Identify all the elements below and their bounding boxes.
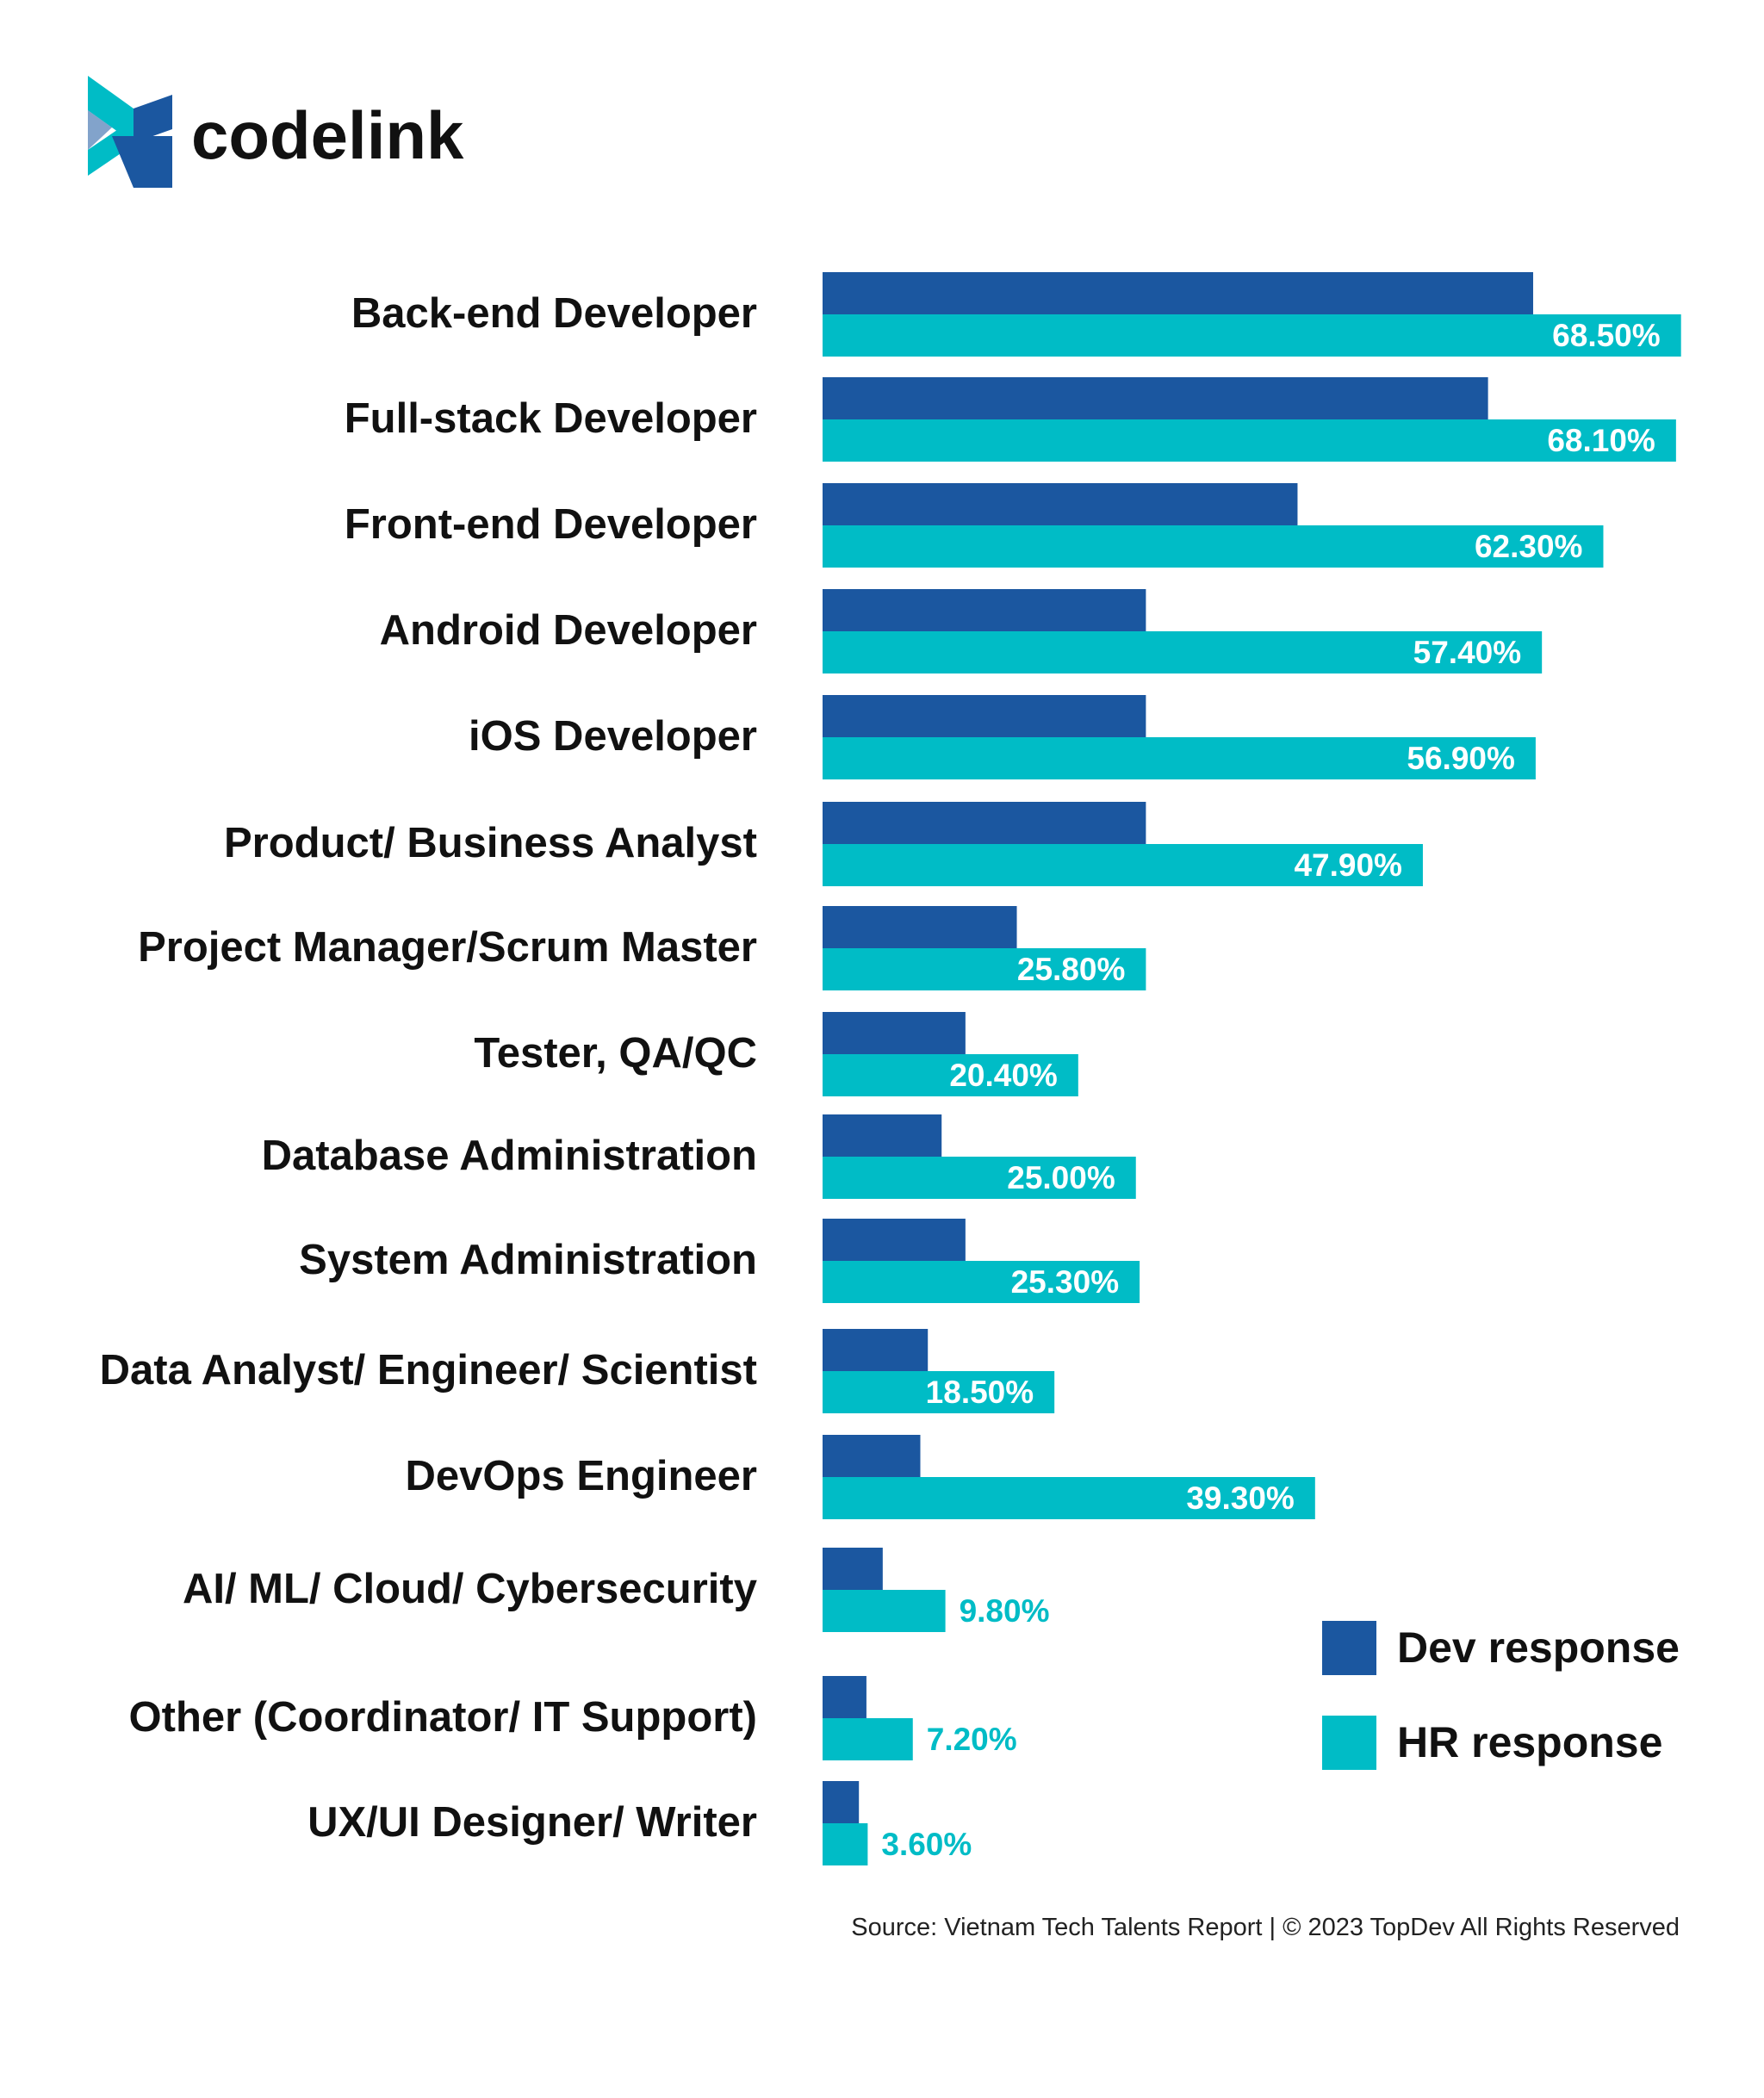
bar-dev-product-business-analyst: [823, 802, 1146, 844]
category-label-full-stack-developer: Full-stack Developer: [345, 395, 757, 442]
data-label-hr-ai-ml-cloud-cybersecurity: 9.80%: [960, 1593, 1050, 1629]
legend-label-dev: Dev response: [1397, 1623, 1680, 1672]
data-label-hr-data-analyst-engineer-scientist: 18.50%: [926, 1375, 1034, 1410]
data-label-hr-ios-developer: 56.90%: [1407, 741, 1515, 776]
legend-label-hr: HR response: [1397, 1718, 1662, 1766]
data-label-hr-project-manager-scrum-master: 25.80%: [1017, 952, 1126, 987]
bar-hr-ux-ui-designer-writer: [823, 1823, 868, 1865]
data-label-hr-devops-engineer: 39.30%: [1186, 1480, 1295, 1516]
bar-dev-project-manager-scrum-master: [823, 906, 1017, 948]
data-label-hr-android-developer: 57.40%: [1413, 635, 1522, 670]
bar-hr-back-end-developer: [823, 314, 1681, 357]
bar-hr-data-analyst-engineer-scientist: [823, 1371, 1055, 1413]
legend: Dev response HR response: [1322, 1621, 1680, 1770]
bar-dev-back-end-developer: [823, 272, 1533, 314]
bar-dev-devops-engineer: [823, 1435, 921, 1477]
category-label-data-analyst-engineer-scientist: Data Analyst/ Engineer/ Scientist: [100, 1347, 757, 1393]
bar-dev-ai-ml-cloud-cybersecurity: [823, 1548, 883, 1590]
bar-hr-product-business-analyst: [823, 844, 1423, 886]
bar-hr-tester-qa-qc: [823, 1054, 1078, 1096]
bar-hr-android-developer: [823, 631, 1543, 673]
category-label-back-end-developer: Back-end Developer: [351, 290, 757, 337]
category-label-front-end-developer: Front-end Developer: [345, 501, 757, 548]
bar-dev-other-coordinator-it-support: [823, 1676, 866, 1718]
category-label-ai-ml-cloud-cybersecurity: AI/ ML/ Cloud/ Cybersecurity: [183, 1566, 757, 1612]
data-label-hr-front-end-developer: 62.30%: [1475, 529, 1583, 564]
category-label-product-business-analyst: Product/ Business Analyst: [224, 820, 757, 866]
bar-hr-ios-developer: [823, 737, 1536, 779]
bar-dev-database-administration: [823, 1114, 942, 1157]
bar-hr-ai-ml-cloud-cybersecurity: [823, 1590, 946, 1632]
bar-hr-devops-engineer: [823, 1477, 1315, 1519]
legend-swatch-dev: [1322, 1621, 1376, 1675]
data-label-hr-system-administration: 25.30%: [1011, 1264, 1120, 1300]
bar-hr-system-administration: [823, 1261, 1140, 1303]
category-labels: Back-end Developer Full-stack Developer Fr…: [100, 290, 757, 1846]
category-label-database-administration: Database Administration: [262, 1133, 757, 1179]
bar-dev-front-end-developer: [823, 483, 1298, 525]
category-label-system-administration: System Administration: [299, 1237, 757, 1283]
category-label-tester-qa-qc: Tester, QA/QC: [474, 1030, 757, 1077]
data-label-hr-tester-qa-qc: 20.40%: [949, 1058, 1058, 1093]
bar-dev-full-stack-developer: [823, 377, 1488, 419]
brand-logo: codelink: [86, 76, 500, 196]
data-label-hr-other-coordinator-it-support: 7.20%: [927, 1722, 1017, 1757]
data-labels: 68.50% 68.10% 62.30% 57.40% 56.90% 47.90% 25.8…: [881, 318, 1660, 1862]
bar-dev-tester-qa-qc: [823, 1012, 966, 1054]
bar-hr-project-manager-scrum-master: [823, 948, 1146, 990]
legend-swatch-hr: [1322, 1716, 1376, 1770]
codelink-chevron-icon: codelink: [88, 76, 464, 188]
data-label-hr-full-stack-developer: 68.10%: [1547, 423, 1655, 458]
category-label-devops-engineer: DevOps Engineer: [406, 1453, 757, 1499]
category-label-android-developer: Android Developer: [380, 607, 757, 654]
bar-dev-data-analyst-engineer-scientist: [823, 1329, 929, 1371]
bar-dev-android-developer: [823, 589, 1146, 631]
bars: [823, 272, 1681, 1865]
bar-hr-database-administration: [823, 1157, 1136, 1199]
bar-dev-ios-developer: [823, 695, 1146, 737]
data-label-hr-database-administration: 25.00%: [1007, 1160, 1115, 1195]
category-label-ios-developer: iOS Developer: [469, 713, 757, 760]
brand-name: codelink: [191, 97, 464, 173]
bar-dev-ux-ui-designer-writer: [823, 1781, 860, 1823]
bar-hr-full-stack-developer: [823, 419, 1676, 462]
bar-hr-other-coordinator-it-support: [823, 1718, 913, 1760]
category-label-project-manager-scrum-master: Project Manager/Scrum Master: [138, 924, 757, 971]
data-label-hr-product-business-analyst: 47.90%: [1294, 847, 1402, 883]
category-label-ux-ui-designer-writer: UX/UI Designer/ Writer: [307, 1799, 757, 1846]
data-label-hr-back-end-developer: 68.50%: [1552, 318, 1661, 353]
category-label-other-coordinator-it-support: Other (Coordinator/ IT Support): [129, 1694, 757, 1741]
source-note: Source: Vietnam Tech Talents Report | © …: [851, 1914, 1680, 1941]
bar-hr-front-end-developer: [823, 525, 1604, 568]
data-label-hr-ux-ui-designer-writer: 3.60%: [881, 1827, 972, 1862]
bar-dev-system-administration: [823, 1219, 966, 1261]
